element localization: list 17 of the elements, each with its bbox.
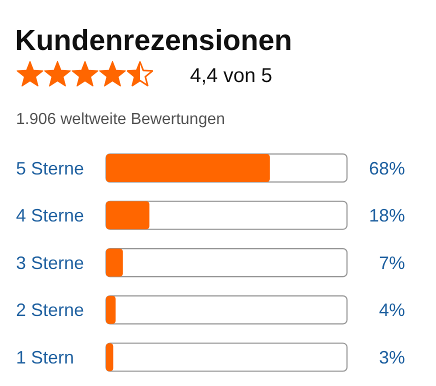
y-tick-label: 4 Sterne [16,206,84,226]
y-tick-label: 2 Sterne [16,300,84,320]
data-label: 4% [378,300,405,320]
y-tick-label: 1 Stern [16,348,74,368]
data-label: 3% [378,348,405,368]
bar [106,343,114,372]
bar [106,248,123,277]
text: 1.906 weltweite Bewertungen [16,111,226,128]
bar [106,296,116,324]
y-tick-label: 3 Sterne [16,252,84,273]
data-label: 68% [368,158,405,178]
chart-subtitle: 4,4 von 5 [190,65,272,87]
bar [106,201,150,230]
y-tick-label: 5 Sterne [16,158,84,178]
data-label: 18% [368,206,405,226]
data-label: 7% [378,252,405,273]
chart-title: Kundenrezensionen [15,25,292,57]
